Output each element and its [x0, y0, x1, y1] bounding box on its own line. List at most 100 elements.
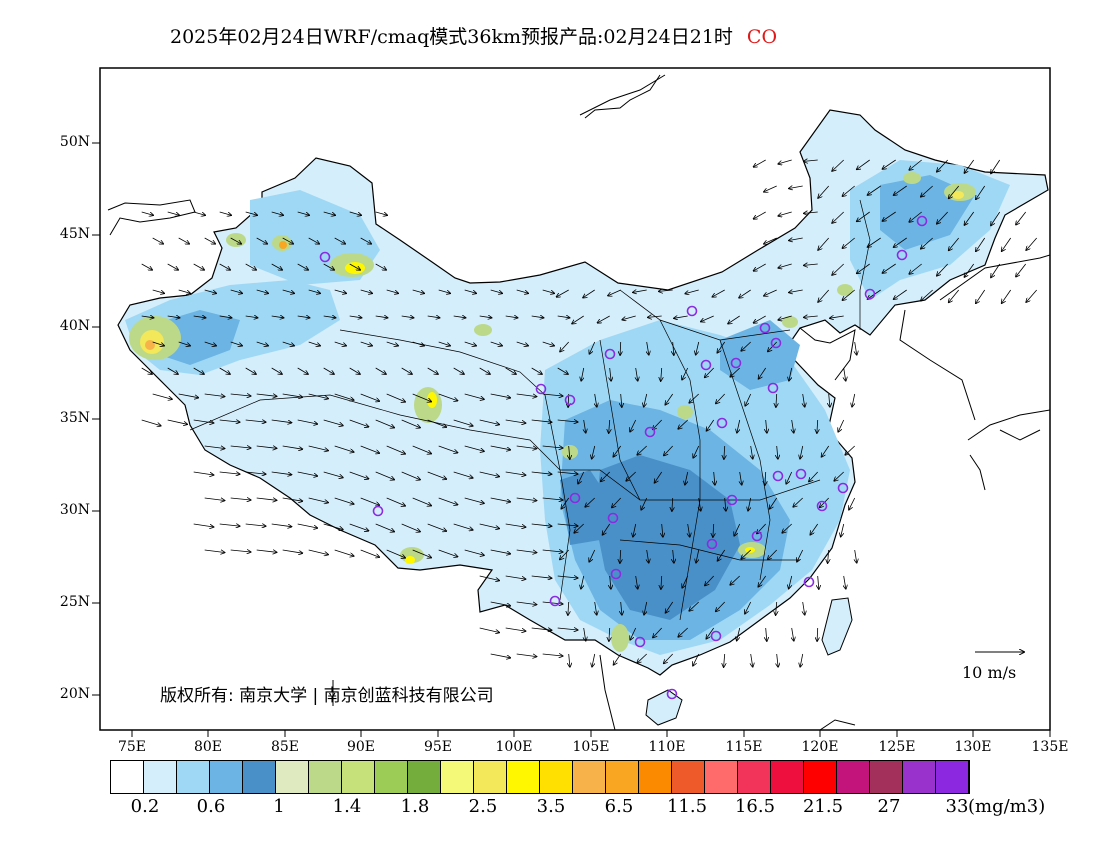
wind-arrow: [557, 289, 569, 297]
wind-arrow: [516, 549, 537, 553]
wind-arrow: [734, 523, 741, 536]
wind-reference-label: 10 m/s: [962, 663, 1017, 682]
wind-arrow: [845, 445, 855, 455]
wind-arrow: [427, 419, 447, 427]
wind-arrow: [844, 367, 846, 381]
wind-arrow: [230, 341, 242, 346]
wind-arrow: [204, 289, 217, 293]
lon-label-90e: 90E: [346, 739, 376, 755]
wind-arrow: [490, 497, 511, 502]
wind-arrow: [764, 289, 777, 296]
wind-arrow: [256, 498, 277, 500]
colorbar-swatch: [375, 761, 408, 793]
lon-label-135e: 135E: [1031, 739, 1069, 755]
wind-arrow: [754, 315, 766, 323]
colorbar-label: 1.8: [400, 796, 430, 817]
colorbar-label: 1: [273, 796, 285, 817]
colorbar: [110, 760, 970, 794]
wind-arrow: [219, 263, 231, 270]
wind-arrow: [323, 367, 334, 374]
wind-arrow: [531, 472, 552, 474]
wind-arrow: [479, 575, 500, 581]
wind-arrow: [842, 237, 855, 248]
wind-arrow: [584, 419, 586, 433]
wind-arrow: [661, 575, 662, 589]
city-marker: [634, 636, 646, 648]
wind-arrow: [849, 497, 856, 510]
wind-arrow: [297, 211, 310, 215]
wind-arrow: [531, 316, 544, 318]
wind-arrow: [412, 497, 432, 506]
hotspot-west: [226, 233, 246, 247]
wind-arrow: [193, 523, 214, 527]
wind-arrow: [360, 445, 380, 453]
wind-arrow: [610, 367, 611, 381]
wind-arrow: [751, 653, 753, 667]
lat-label-30n: 30N: [59, 502, 90, 518]
wind-arrow: [349, 523, 369, 531]
copyright-text: 版权所有: 南京大学 | 南京创蓝科技有限公司: [160, 686, 494, 706]
wind-arrow: [832, 211, 844, 223]
wind-arrow: [834, 471, 844, 481]
wind-arrow: [479, 367, 490, 374]
wind-arrow: [438, 393, 458, 401]
wind-arrow: [516, 393, 537, 397]
wind-arrow: [193, 471, 214, 475]
wind-arrow: [557, 472, 578, 474]
wind-arrow: [739, 289, 751, 298]
wind-arrow: [682, 575, 689, 588]
hotspot-hami-core: [427, 392, 437, 408]
wind-arrow: [661, 367, 662, 381]
wind-arrow: [894, 237, 907, 247]
wind-arrow: [464, 445, 484, 451]
colorbar-swatch: [672, 761, 705, 793]
hotspot-urumqi-core: [345, 262, 365, 274]
lon-label-100e: 100E: [495, 739, 533, 755]
colorbar-swatch: [705, 761, 738, 793]
city-marker: [686, 305, 698, 317]
wind-arrow: [412, 549, 432, 558]
wind-arrow: [412, 393, 432, 402]
wind-arrow: [595, 393, 597, 407]
city-marker: [716, 417, 728, 429]
wind-arrow: [561, 497, 570, 509]
wind-arrow: [334, 237, 346, 244]
wind-arrow: [748, 497, 751, 511]
wind-arrow: [438, 289, 451, 293]
colorbar-swatch: [804, 761, 837, 793]
wind-arrow: [297, 263, 309, 270]
wind-arrow: [770, 497, 778, 509]
wind-arrow: [578, 471, 585, 484]
wind-arrow: [882, 159, 896, 169]
wind-arrow: [230, 550, 251, 552]
wind-arrow: [427, 367, 438, 374]
wind-arrow: [949, 289, 960, 302]
map-frame: [99, 67, 1051, 731]
wind-arrow: [230, 394, 251, 396]
wind-arrow: [991, 211, 1001, 225]
wind-arrow: [714, 471, 715, 485]
wind-arrow: [817, 627, 818, 641]
wind-arrow: [855, 549, 857, 563]
wind-arrow: [601, 471, 610, 481]
wind-arrow: [271, 316, 284, 318]
colorbar-swatch: [738, 761, 771, 793]
wind-arrow: [204, 445, 225, 449]
city-marker: [569, 492, 581, 504]
wind-arrow: [152, 393, 172, 399]
wind-arrow: [516, 341, 528, 346]
wind-arrow: [542, 394, 563, 396]
wind-arrow: [766, 419, 767, 433]
wind-arrow: [909, 211, 922, 222]
wind-arrow: [701, 315, 714, 322]
hotspot-harbin: [903, 172, 921, 184]
wind-arrow: [768, 549, 777, 559]
wind-arrow: [542, 654, 563, 656]
wind-arrow: [401, 523, 420, 532]
wind-arrow: [894, 289, 907, 299]
wind-arrow: [334, 341, 346, 346]
wind-arrow: [778, 211, 792, 216]
wind-arrow: [542, 341, 554, 346]
wind-arrow: [297, 367, 308, 374]
wind-arrow: [718, 549, 726, 561]
